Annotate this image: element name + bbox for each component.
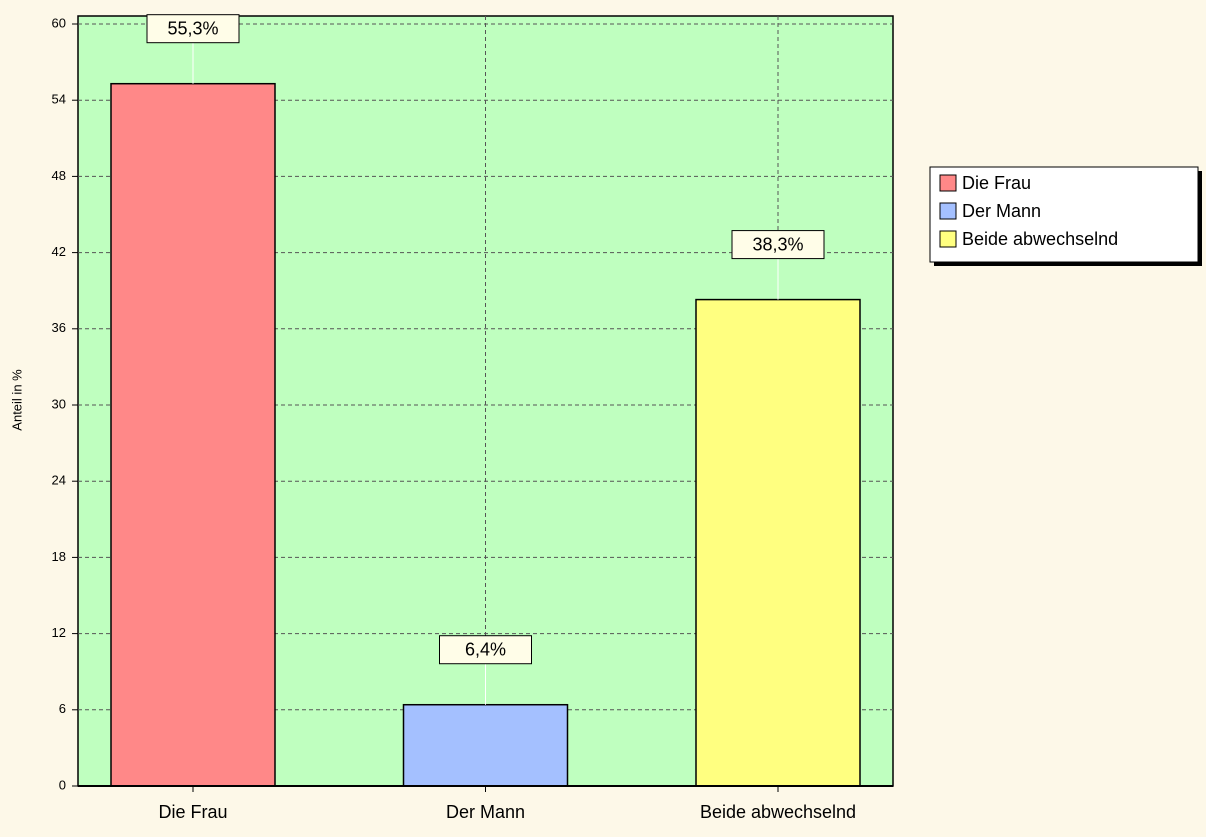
y-tick-label: 6 (59, 701, 66, 716)
legend-swatch (939, 202, 957, 220)
data-label: 55,3% (167, 18, 218, 38)
y-tick-label: 24 (52, 473, 66, 488)
bar (110, 82, 276, 787)
y-tick-label: 30 (52, 396, 66, 411)
x-tick-label: Die Frau (158, 802, 227, 822)
y-tick-label: 0 (59, 777, 66, 792)
x-tick-label: Beide abwechselnd (700, 802, 856, 822)
legend-swatch (939, 230, 957, 248)
data-label: 38,3% (752, 234, 803, 254)
legend-label: Beide abwechselnd (962, 229, 1118, 249)
data-label-box (439, 635, 532, 665)
y-tick-label: 60 (52, 15, 66, 30)
y-axis-title: Anteil in % (9, 369, 24, 431)
y-tick-label: 42 (52, 244, 66, 259)
data-label: 6,4% (465, 639, 506, 659)
y-tick-label: 18 (52, 549, 66, 564)
y-tick-label: 36 (52, 320, 66, 335)
data-label-box (146, 14, 240, 44)
bar (402, 703, 569, 787)
legend-swatch (939, 174, 957, 192)
legend-label: Der Mann (962, 201, 1041, 221)
data-label-box (731, 230, 825, 260)
y-tick-label: 12 (52, 625, 66, 640)
x-tick-label: Der Mann (446, 802, 525, 822)
y-tick-label: 48 (52, 168, 66, 183)
y-tick-label: 54 (52, 92, 66, 107)
legend-label: Die Frau (962, 173, 1031, 193)
bar (695, 298, 861, 787)
legend (929, 166, 1199, 263)
